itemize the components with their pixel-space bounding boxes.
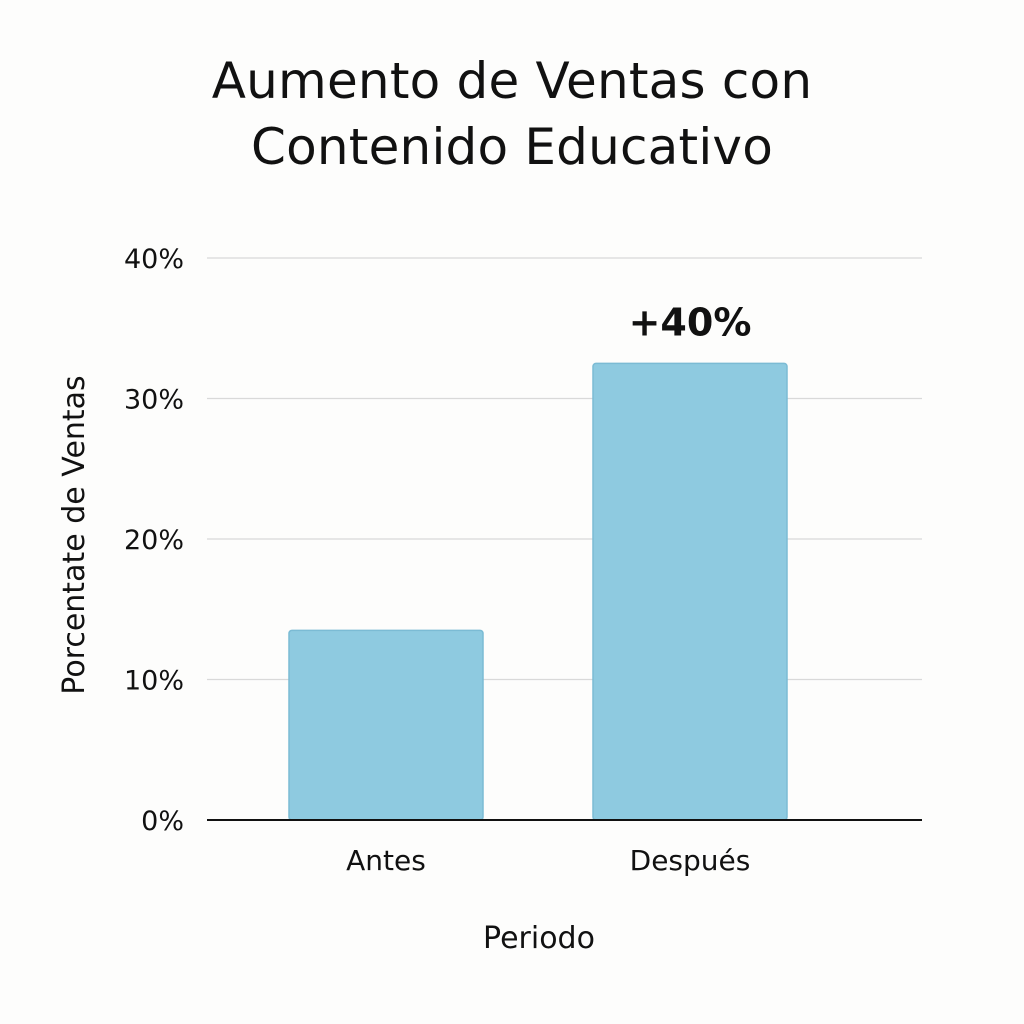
data-label: +40% — [629, 300, 752, 344]
data-labels: +40% — [629, 300, 752, 344]
bar-antes — [288, 629, 484, 821]
x-axis-title: Periodo — [483, 921, 595, 956]
y-tick-label: 20% — [124, 525, 184, 556]
y-tick-labels: 0% 10% 20% 30% 40% — [124, 244, 184, 837]
chart-title: Aumento de Ventas con Contenido Educativ… — [0, 48, 1024, 180]
x-tick-label: Después — [630, 844, 751, 877]
y-tick-label: 40% — [124, 244, 184, 275]
y-tick-label: 30% — [124, 385, 184, 416]
bars — [288, 362, 788, 821]
chart-title-line-2: Contenido Educativo — [251, 118, 773, 176]
x-tick-label: Antes — [346, 844, 426, 877]
bar-despu-s — [592, 362, 788, 821]
gridlines — [207, 257, 922, 681]
y-tick-label: 0% — [141, 806, 184, 837]
y-axis-title: Porcentate de Ventas — [57, 375, 92, 694]
chart-title-line-1: Aumento de Ventas con — [211, 52, 813, 110]
x-tick-labels: Antes Después — [346, 844, 750, 877]
y-tick-label: 10% — [124, 666, 184, 697]
